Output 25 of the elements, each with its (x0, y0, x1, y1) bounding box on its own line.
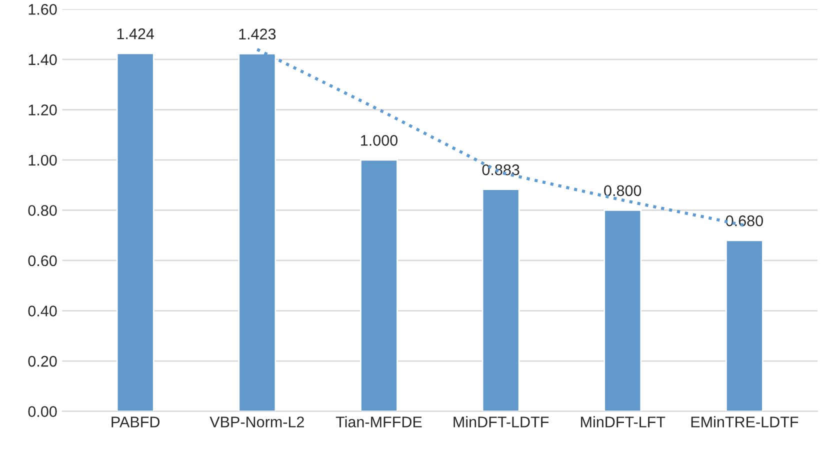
data-label: 1.423 (239, 28, 276, 40)
x-tick-label: VBP-Norm-L2 (210, 416, 304, 428)
bar (725, 240, 764, 412)
y-tick-label: 0.60 (28, 255, 57, 266)
data-label: 1.000 (361, 135, 398, 146)
y-tick-label: 1.60 (28, 4, 57, 15)
x-tick-label: EMinTRE-LDTF (691, 416, 798, 428)
y-tick-label: 1.40 (28, 54, 57, 66)
x-tick-label: MinDFT-LFT (581, 416, 666, 428)
y-tick-label: 0.40 (28, 306, 57, 316)
y-tick-label: 0.20 (28, 356, 57, 367)
bar (116, 52, 154, 412)
bar (360, 159, 398, 412)
bar (482, 188, 520, 412)
y-tick-label: 1.20 (28, 104, 57, 116)
data-label: 0.800 (604, 185, 642, 196)
bar (604, 210, 642, 412)
x-tick-label: PABFD (112, 416, 160, 428)
y-tick-label: 0.80 (28, 205, 57, 216)
y-tick-label: 0.00 (28, 406, 57, 417)
y-tick-label: 1.00 (28, 154, 57, 166)
data-label: 1.424 (117, 28, 154, 40)
x-tick-label: Tian-MFFDE (336, 416, 422, 428)
x-tick-label: MinDFT-LDTF (454, 416, 549, 428)
data-label: 0.680 (726, 215, 763, 226)
